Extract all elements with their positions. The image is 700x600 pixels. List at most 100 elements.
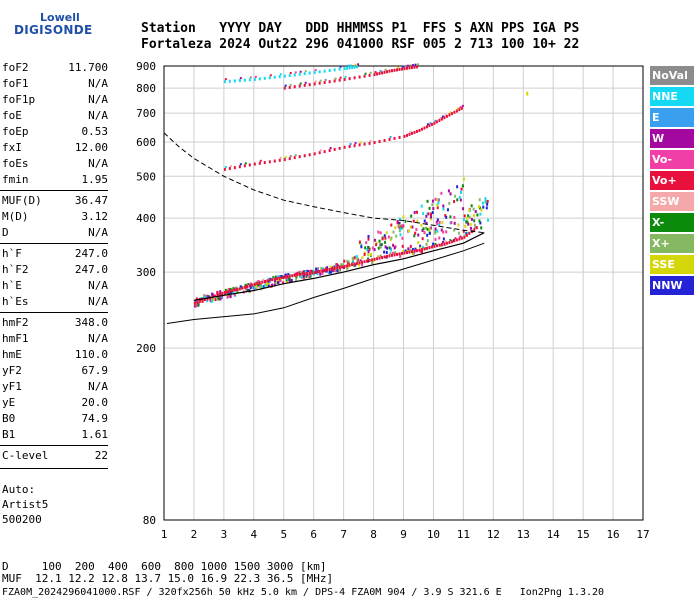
echo-point (426, 199, 429, 203)
trace-point (303, 154, 306, 158)
trace-point (239, 77, 242, 80)
trace-point (258, 281, 261, 285)
echo-point (448, 201, 451, 205)
trace-point (311, 271, 314, 275)
trace-point (418, 248, 421, 252)
echo-point (421, 250, 424, 254)
echo-point (407, 229, 410, 233)
echo-point (259, 284, 262, 288)
echo-point (334, 268, 337, 272)
echo-point (453, 215, 456, 219)
trace-point (251, 283, 254, 287)
trace-point (411, 248, 414, 251)
trace-point (239, 163, 242, 166)
trace-point (299, 270, 302, 273)
trace-point (450, 240, 453, 244)
parameter-row: h`Es N/A (2, 294, 108, 310)
trace-point (456, 107, 459, 110)
trace-point (419, 246, 422, 249)
echo-point (361, 263, 364, 267)
trace-point (216, 293, 219, 297)
trace-point (283, 158, 286, 162)
trace-point (425, 246, 428, 250)
trace-point (401, 67, 404, 71)
echo-point (526, 91, 529, 96)
echo-point (399, 233, 402, 237)
echo-point (459, 198, 462, 202)
echo-point (347, 260, 350, 264)
parameter-value: 1.61 (81, 428, 109, 441)
echo-point (393, 246, 396, 250)
echo-point (373, 238, 376, 242)
trace-point (406, 64, 409, 67)
echo-point (476, 213, 479, 217)
trace-point (324, 78, 327, 81)
echo-point (458, 195, 461, 199)
echo-point (326, 266, 329, 270)
trace-point (403, 251, 406, 255)
parameter-row: fmin 1.95 (2, 172, 108, 188)
echo-point (302, 274, 305, 278)
echo-point (421, 237, 424, 241)
echo-point (246, 288, 249, 292)
echo-point (206, 299, 209, 303)
echo-point (290, 278, 293, 282)
echo-point (402, 224, 405, 228)
logo-digisonde-text: DIGISONDE (14, 23, 93, 37)
footer-distance-row: D 100 200 400 600 800 1000 1500 3000 [km… (2, 560, 327, 573)
parameter-label: C-level (2, 449, 49, 462)
trace-point (458, 237, 461, 241)
parameter-value: N/A (88, 109, 108, 122)
echo-point (335, 263, 338, 267)
trace-point (232, 287, 235, 290)
fitted-trace-line (193, 232, 485, 301)
trace-point (313, 271, 316, 275)
echo-point (431, 211, 434, 215)
parameter-label: foF1 (2, 77, 29, 90)
parameter-row: hmE 110.0 (2, 347, 108, 363)
parameter-label: yE (2, 396, 16, 409)
trace-point (392, 251, 395, 254)
trace-point (291, 274, 294, 278)
trace-point (258, 77, 261, 81)
trace-point (402, 65, 405, 68)
trace-point (341, 265, 344, 269)
trace-point (433, 121, 436, 125)
echo-point (371, 246, 374, 250)
trace-point (223, 80, 226, 84)
trace-point (351, 263, 354, 267)
echo-point (449, 215, 452, 219)
trace-point (353, 76, 356, 80)
parameter-value: 1.95 (81, 173, 109, 186)
echo-point (441, 220, 444, 224)
echo-point (275, 276, 278, 280)
echo-point (264, 283, 267, 287)
trace-point (459, 235, 462, 238)
trace-point (269, 74, 272, 77)
trace-point (403, 134, 406, 138)
trace-point (273, 75, 276, 79)
echo-point (288, 279, 291, 283)
echo-point (436, 198, 439, 202)
echo-point (390, 236, 393, 240)
x-tick-label: 9 (400, 528, 407, 541)
trace-point (238, 79, 241, 83)
echo-point (477, 205, 480, 209)
autoscaling-info: 500200 (2, 513, 42, 526)
trace-point (246, 285, 249, 289)
x-tick-label: 5 (280, 528, 287, 541)
trace-point (228, 166, 231, 170)
trace-point (308, 83, 311, 87)
legend-entry: X- (650, 213, 694, 232)
echo-point (303, 276, 306, 280)
echo-point (371, 261, 374, 265)
legend-entry: Vo- (650, 150, 694, 169)
trace-point (221, 291, 224, 295)
echo-point (378, 239, 381, 243)
echo-point (361, 256, 364, 260)
trace-point (465, 233, 468, 237)
trace-point (373, 141, 376, 145)
echo-point (390, 223, 393, 227)
trace-point (289, 155, 292, 158)
trace-point (283, 74, 286, 78)
